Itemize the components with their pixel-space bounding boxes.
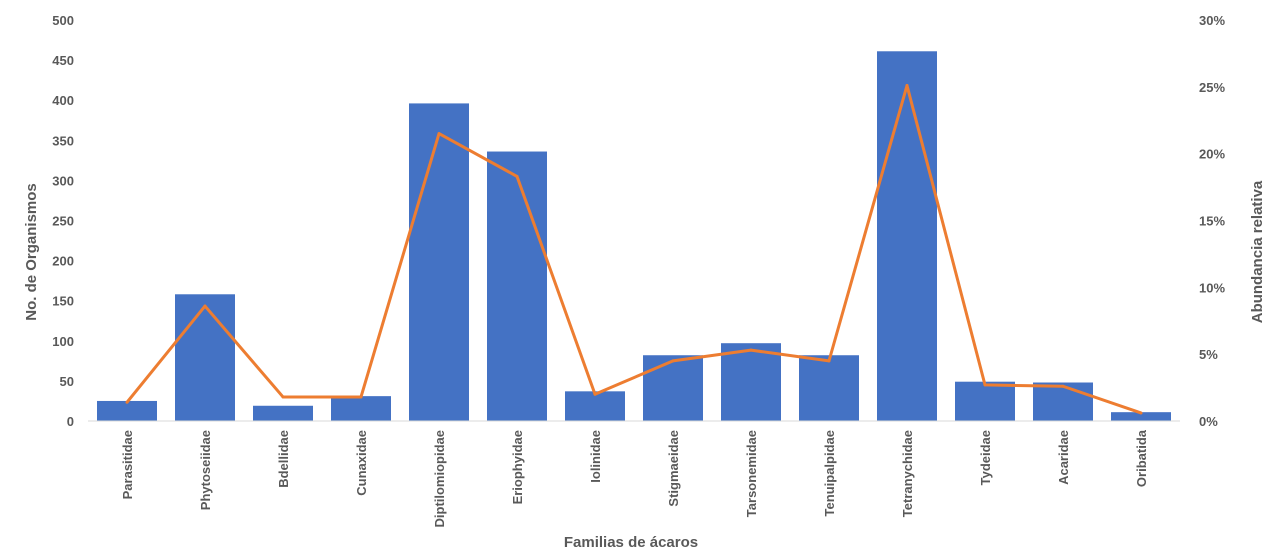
line-point: [359, 395, 363, 399]
x-tick-label: Acaridae: [1056, 430, 1071, 485]
bar: [955, 381, 1015, 421]
y2-tick-label: 5%: [1199, 347, 1218, 362]
x-tick-label: Stigmaeidae: [666, 430, 681, 507]
line-series: [125, 83, 1143, 415]
x-tick-label: Parasitidae: [120, 430, 135, 499]
y-tick-label: 50: [60, 374, 74, 389]
y2-tick-label: 15%: [1199, 214, 1225, 229]
bar: [1111, 412, 1171, 421]
y-tick-label: 200: [52, 254, 74, 269]
x-tick-label: Bdellidae: [276, 430, 291, 488]
bar: [565, 391, 625, 421]
bar: [487, 151, 547, 421]
bar: [1033, 382, 1093, 421]
y2-tick-label: 20%: [1199, 147, 1225, 162]
line-point: [905, 83, 909, 87]
line-point: [437, 132, 441, 136]
bar: [97, 400, 157, 421]
x-tick-label: Tenuipalpidae: [822, 430, 837, 516]
bar: [877, 51, 937, 421]
line-point: [1061, 384, 1065, 388]
x-tick-label: Eriophyidae: [510, 430, 525, 504]
y-tick-label: 100: [52, 334, 74, 349]
y2-axis-ticks: 0% 5% 10% 15% 20% 25% 30%: [1199, 13, 1225, 429]
bar: [253, 405, 313, 421]
line-point: [515, 174, 519, 178]
x-tick-label: Tydeidae: [978, 430, 993, 485]
bar: [331, 396, 391, 421]
y2-tick-label: 0%: [1199, 414, 1218, 429]
bar-series: [97, 51, 1171, 422]
y2-tick-label: 25%: [1199, 80, 1225, 95]
y-tick-label: 400: [52, 93, 74, 108]
line-point: [125, 400, 129, 404]
x-tick-label: Oribatida: [1134, 429, 1149, 487]
bar: [799, 355, 859, 421]
y2-tick-label: 10%: [1199, 280, 1225, 295]
bar: [643, 355, 703, 421]
line-point: [281, 395, 285, 399]
line-point: [203, 304, 207, 308]
x-tick-label: Iolinidae: [588, 430, 603, 483]
y-tick-label: 250: [52, 214, 74, 229]
y-tick-label: 500: [52, 13, 74, 28]
y2-tick-label: 30%: [1199, 13, 1225, 28]
y-axis-ticks: 0 50 100 150 200 250 300 350 400 450 500: [52, 13, 74, 429]
bar: [721, 343, 781, 421]
bar: [409, 103, 469, 422]
line-point: [749, 348, 753, 352]
y-axis-title: No. de Organismos: [23, 183, 40, 321]
y-tick-label: 150: [52, 294, 74, 309]
y-tick-label: 300: [52, 173, 74, 188]
x-tick-label: Tetranychidae: [900, 430, 915, 517]
line-point: [1139, 411, 1143, 415]
series-line: [125, 83, 1142, 415]
line-point: [593, 392, 597, 396]
y-tick-label: 0: [67, 414, 74, 429]
x-tick-label: Phytoseiidae: [198, 430, 213, 510]
x-axis-title: Familias de ácaros: [564, 534, 698, 551]
line-point: [983, 383, 987, 387]
x-tick-label: Tarsonemidae: [744, 430, 759, 517]
y-tick-label: 350: [52, 133, 74, 148]
y2-axis-title: Abundancia relativa: [1249, 180, 1266, 323]
line-point: [827, 359, 831, 363]
x-axis-ticks: Parasitidae Phytoseiidae Bdellidae Cunaxida…: [120, 429, 1149, 527]
y-tick-label: 450: [52, 53, 74, 68]
x-tick-label: Diptilomiopidae: [432, 430, 447, 528]
bar: [175, 294, 235, 421]
line-point: [671, 359, 675, 363]
x-tick-label: Cunaxidae: [354, 430, 369, 496]
